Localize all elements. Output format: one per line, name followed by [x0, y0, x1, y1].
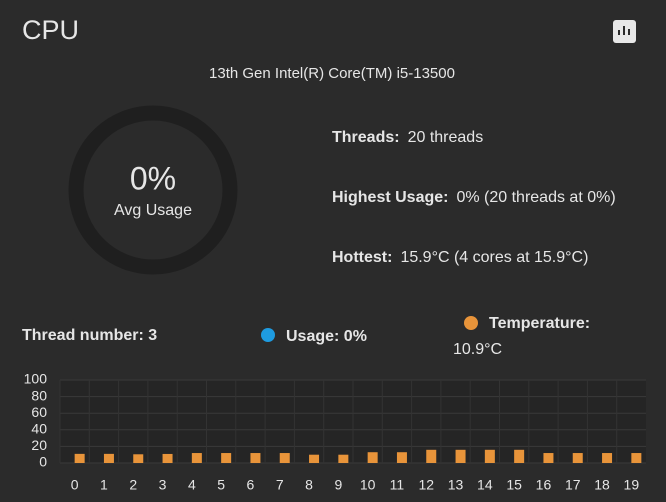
x-tick-label: 14 [477, 477, 493, 493]
stat-label: Highest Usage: [332, 189, 448, 206]
x-tick-label: 11 [390, 477, 405, 493]
tooltip-thread: Thread number: 3 [22, 327, 157, 344]
x-tick-label: 0 [71, 477, 79, 493]
gauge-ring [68, 105, 238, 275]
gauge-label: Avg Usage [114, 202, 192, 219]
y-tick-label: 0 [39, 454, 47, 470]
x-tick-label: 17 [565, 477, 581, 493]
stat: Hottest: 15.9°C (4 cores at 15.9°C) [332, 249, 588, 266]
x-tick-label: 4 [188, 477, 196, 493]
x-tick-label: 12 [418, 477, 434, 493]
bar [484, 449, 495, 463]
x-tick-label: 7 [276, 477, 284, 493]
x-tick-label: 3 [159, 477, 167, 493]
usage-dot [261, 328, 275, 342]
bar [221, 453, 232, 463]
bar [338, 454, 349, 463]
x-tick-label: 6 [247, 477, 255, 493]
bar [396, 452, 407, 463]
x-tick-label: 5 [217, 477, 225, 493]
gauge-value: 0% [130, 160, 176, 196]
x-tick-label: 13 [448, 477, 464, 493]
x-tick-label: 1 [100, 477, 108, 493]
x-tick-label: 10 [360, 477, 376, 493]
stat: Threads: 20 threads [332, 129, 483, 146]
bar [309, 454, 320, 463]
y-tick-label: 60 [31, 404, 47, 420]
x-tick-label: 2 [129, 477, 137, 493]
card-title: CPU [22, 15, 79, 45]
bar [103, 453, 114, 463]
chart-icon[interactable] [613, 20, 636, 43]
y-tick-label: 100 [24, 371, 48, 387]
bar [133, 454, 144, 463]
cpu-model: 13th Gen Intel(R) Core(TM) i5-13500 [209, 65, 455, 82]
bar [543, 453, 554, 463]
bar [367, 452, 378, 463]
bar [279, 453, 290, 463]
bar [426, 449, 437, 463]
stat-value: 20 threads [408, 129, 484, 146]
bar [631, 453, 642, 463]
stat-value: 15.9°C (4 cores at 15.9°C) [400, 249, 588, 266]
stat-label: Threads: [332, 129, 400, 146]
bar [250, 453, 261, 463]
bar [74, 453, 85, 463]
x-tick-label: 9 [334, 477, 342, 493]
x-tick-label: 19 [624, 477, 640, 493]
bar [191, 453, 202, 463]
bar [514, 449, 525, 463]
x-tick-label: 8 [305, 477, 313, 493]
x-tick-label: 15 [506, 477, 522, 493]
y-tick-label: 40 [31, 421, 47, 437]
x-tick-label: 16 [536, 477, 552, 493]
y-tick-label: 20 [31, 437, 47, 453]
tooltip-temperature-label: Temperature: [489, 315, 590, 332]
temperature-dot [464, 316, 478, 330]
stats: Threads: 20 threads Highest Usage: 0% (20 t… [332, 129, 616, 266]
stat-value: 0% (20 threads at 0%) [456, 189, 615, 206]
stat-label: Hottest: [332, 249, 392, 266]
tooltip-usage: Usage: 0% [286, 328, 367, 345]
bar [572, 453, 583, 463]
y-tick-label: 80 [31, 387, 47, 403]
stat: Highest Usage: 0% (20 threads at 0%) [332, 189, 616, 206]
x-tick-label: 18 [594, 477, 610, 493]
bar [455, 449, 466, 463]
bar [602, 453, 613, 463]
tooltip-temperature-value: 10.9°C [453, 341, 502, 358]
bar [162, 453, 173, 463]
